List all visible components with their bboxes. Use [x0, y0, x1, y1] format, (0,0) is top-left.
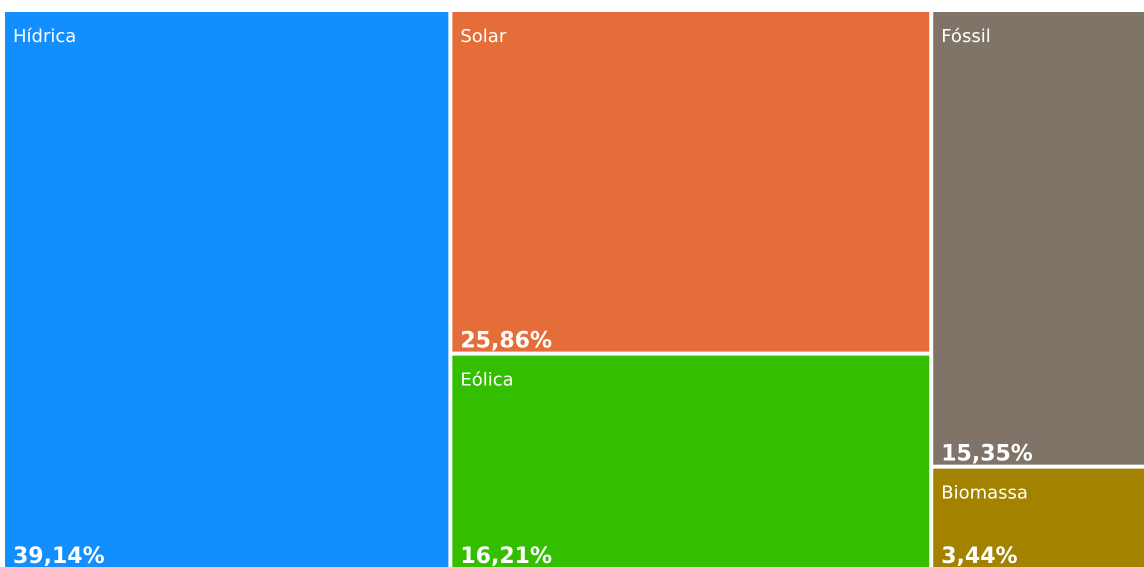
value-label: 16,21%	[460, 544, 552, 567]
value-label: 25,86%	[460, 329, 552, 354]
value-label: 15,35%	[941, 442, 1033, 467]
tile	[933, 468, 1144, 567]
value-label: 39,14%	[13, 544, 105, 567]
tile	[452, 12, 930, 352]
tile-label: Fóssil	[941, 26, 990, 47]
tile-label: Hídrica	[13, 26, 76, 47]
tile	[5, 12, 449, 567]
tile	[933, 12, 1144, 465]
tile-label: Solar	[460, 26, 506, 47]
tile-label: Biomassa	[941, 483, 1028, 504]
tile-label: Eólica	[460, 370, 513, 391]
tile	[452, 355, 930, 567]
value-label: 3,44%	[941, 544, 1017, 567]
